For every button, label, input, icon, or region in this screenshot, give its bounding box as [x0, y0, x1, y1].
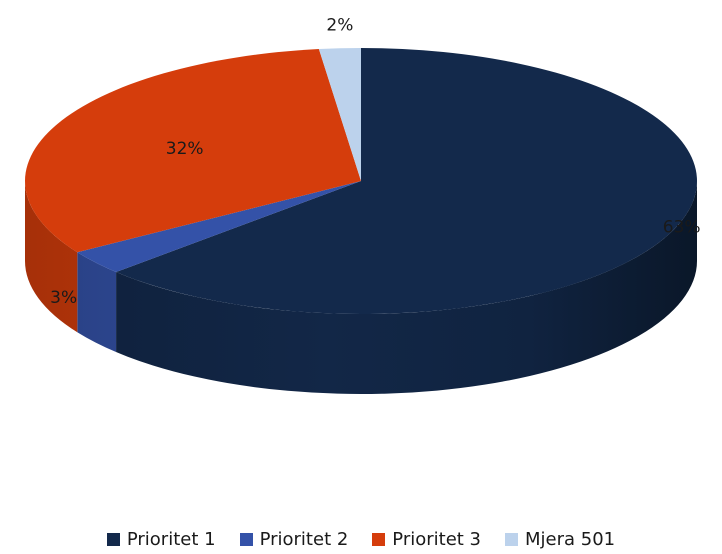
chart-legend: Prioritet 1 Prioritet 2 Prioritet 3 Mjer…	[0, 526, 722, 552]
legend-label-prioritet-2: Prioritet 2	[259, 528, 349, 550]
legend-item-prioritet-3: Prioritet 3	[372, 529, 481, 550]
legend-label-mjera-501: Mjera 501	[525, 528, 616, 550]
legend-label-prioritet-3: Prioritet 3	[392, 528, 482, 550]
legend-item-mjera-501: Mjera 501	[505, 529, 615, 550]
legend-swatch-mjera-501	[505, 532, 519, 546]
legend-item-prioritet-1: Prioritet 1	[106, 528, 216, 550]
pie-slice-prioritet-3	[24, 49, 361, 253]
legend-label-prioritet-1: Prioritet 1	[126, 528, 216, 550]
legend-swatch-prioritet-2	[239, 532, 253, 546]
data-label-prioritet-2: 3%	[50, 288, 77, 308]
pie-chart-svg: 63% 3% 32% 2%	[24, 15, 701, 394]
legend-swatch-prioritet-3	[372, 532, 386, 546]
data-label-mjera-501: 2%	[326, 15, 353, 35]
pie-side-walls	[25, 181, 698, 394]
legend-swatch-prioritet-1	[106, 532, 120, 546]
pie-side-prioritet-3	[25, 181, 78, 333]
pie-slice-prioritet-1	[116, 48, 697, 314]
pie-side-prioritet-2	[77, 252, 117, 353]
data-label-prioritet-1: 63%	[663, 217, 701, 237]
pie-top-slices	[24, 48, 697, 314]
pie-slice-mjera-501	[318, 48, 361, 181]
pie-data-labels: 63% 3% 32% 2%	[50, 15, 700, 307]
pie-side-prioritet-1	[116, 181, 698, 394]
pie-slice-prioritet-2	[77, 181, 361, 273]
data-label-prioritet-3: 32%	[166, 139, 204, 159]
legend-item-prioritet-2: Prioritet 2	[239, 528, 349, 550]
